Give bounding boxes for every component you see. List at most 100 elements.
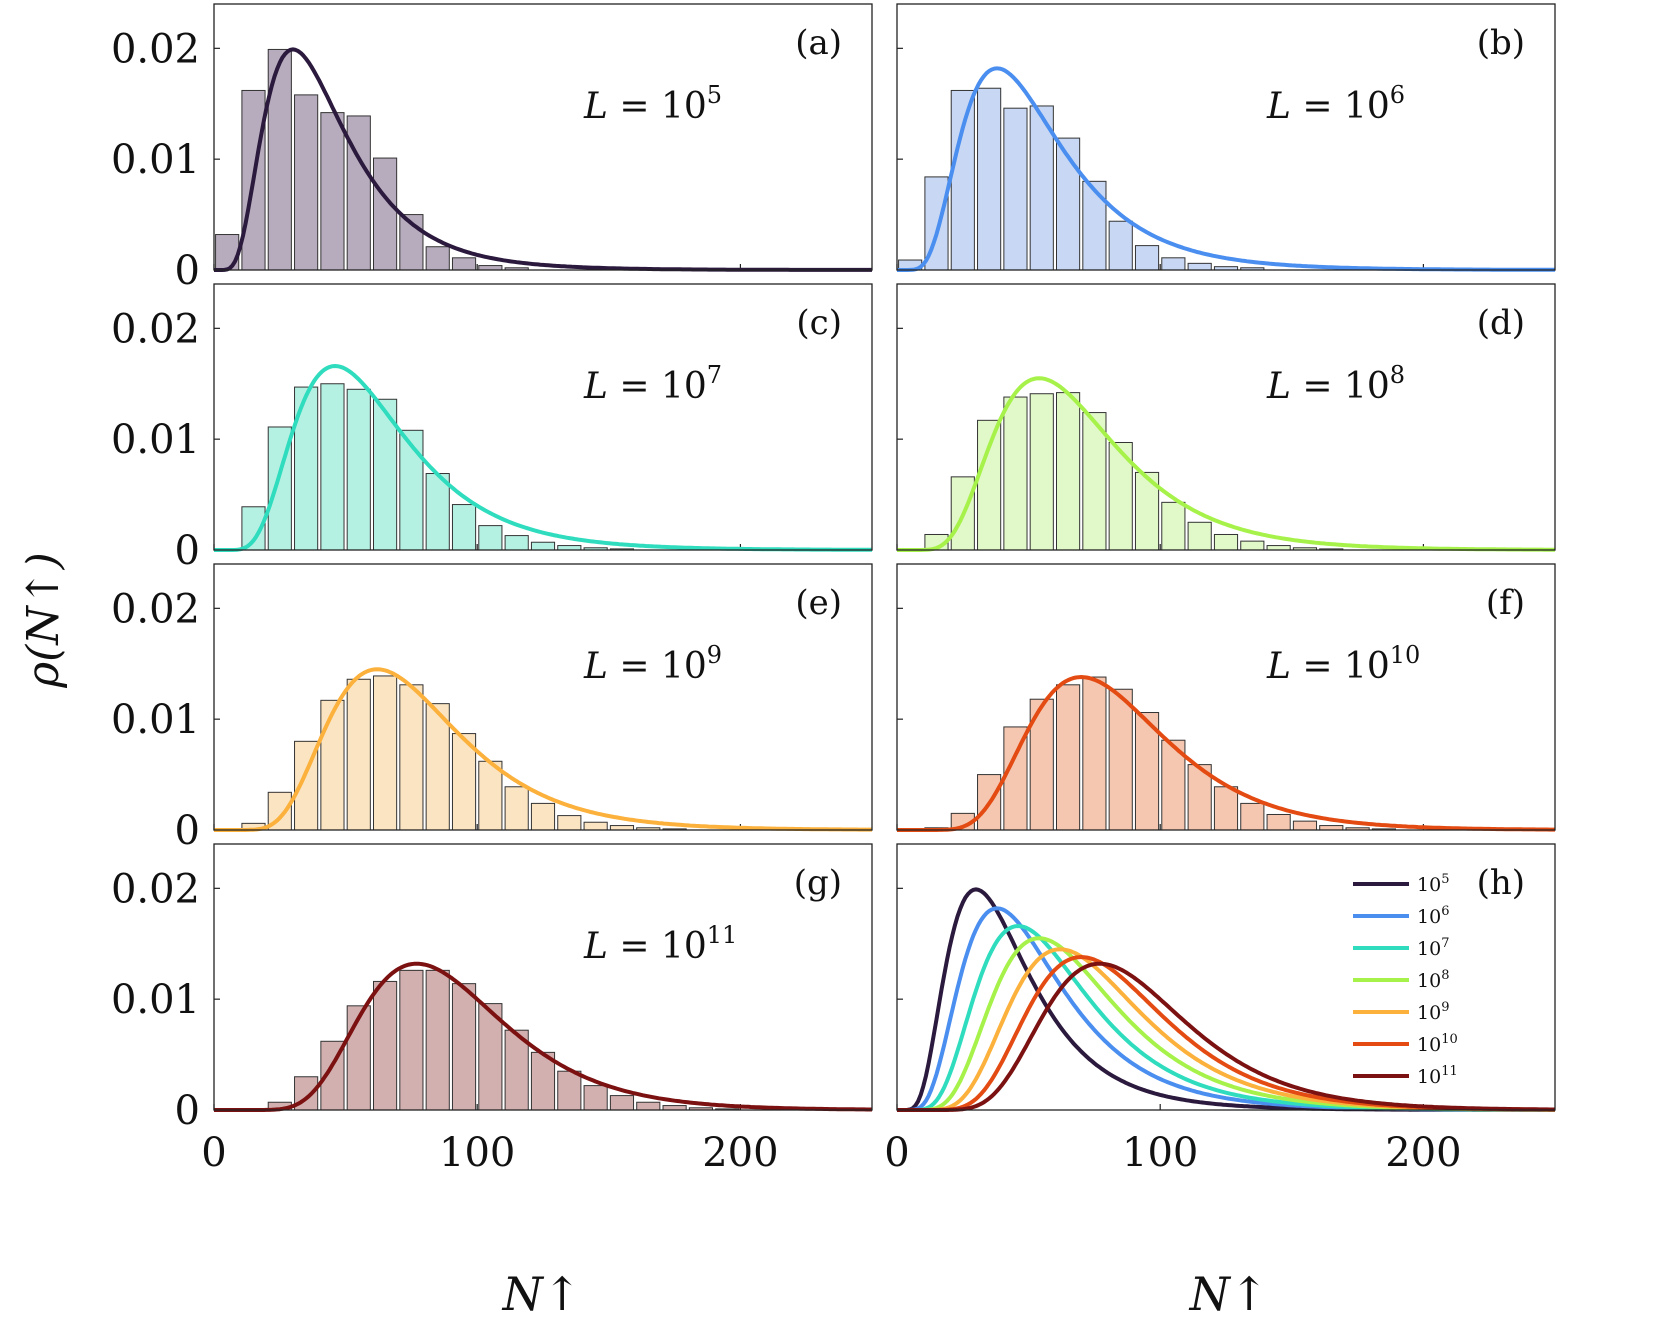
histogram-bar <box>1161 257 1186 271</box>
histogram-bar <box>451 257 477 271</box>
histogram-bar <box>346 115 371 271</box>
l-value-label: L = 108 <box>1266 361 1405 407</box>
panel-tag: (e) <box>795 583 842 623</box>
fit-curve <box>214 961 872 1112</box>
panels-group: 0 0.01 0.02 (a) L = 105 (b) L = 106 0 0.01 0.02 (c… <box>111 3 1556 1176</box>
histogram-bar <box>1003 396 1028 551</box>
y-tick-label: 0.02 <box>111 586 200 632</box>
panel-frame <box>896 843 1556 1111</box>
panel-frame <box>213 283 873 551</box>
histogram-bar <box>320 699 345 831</box>
x-axis-label-left: N↑ <box>502 1267 582 1321</box>
l-value-label: L = 107 <box>583 361 722 407</box>
fit-curve <box>897 376 1555 552</box>
fit-curve <box>897 675 1555 832</box>
histogram-bar <box>372 980 398 1111</box>
panel-tag: (h) <box>1477 863 1525 903</box>
panel-g: 0 0.01 0.02 0 100 200 (g) L = 1011 <box>111 843 873 1176</box>
panel-frame <box>896 3 1556 271</box>
histogram-bar <box>950 89 975 271</box>
histogram-bar <box>1108 688 1133 831</box>
histogram-bar <box>1055 684 1081 831</box>
x-tick-label: 0 <box>884 1130 909 1176</box>
panel-tag: (d) <box>1477 303 1525 343</box>
histogram-bar <box>1134 245 1160 271</box>
legend-label: 107 <box>1417 936 1449 960</box>
histogram-bar <box>1213 533 1239 551</box>
panel-f: (f) L = 1010 <box>896 563 1556 832</box>
histogram-bar <box>451 504 477 551</box>
panel-c: 0 0.01 0.02 (c) L = 107 <box>111 283 873 574</box>
histogram-bar <box>451 983 477 1111</box>
y-tick-label: 0.01 <box>111 697 200 743</box>
histogram-bar <box>425 246 450 271</box>
panel-tag: (b) <box>1477 23 1525 63</box>
y-tick-label: 0.02 <box>111 306 200 352</box>
histogram-bar <box>504 535 529 551</box>
panel-frame <box>896 283 1556 551</box>
histogram-bar <box>583 821 608 831</box>
x-axis-label-right: N↑ <box>1189 1267 1269 1321</box>
histogram-bar <box>557 815 582 831</box>
histogram-bar <box>1082 676 1107 831</box>
histogram-bar <box>294 94 319 271</box>
histogram-bar <box>1187 262 1212 271</box>
y-tick-label: 0 <box>175 808 200 854</box>
histogram-bar <box>425 969 450 1111</box>
panel-tag: (c) <box>796 303 842 343</box>
legend-label: 106 <box>1417 904 1449 928</box>
histogram-bar <box>425 473 450 551</box>
fit-curve <box>214 364 872 552</box>
histogram-bar <box>504 786 529 831</box>
histogram-bar <box>662 1105 687 1111</box>
histogram-bar <box>320 112 345 271</box>
histogram-bar <box>399 684 424 831</box>
overlay-curve <box>897 936 1555 1112</box>
panel-tag: (f) <box>1486 583 1525 623</box>
histogram-bar <box>478 525 503 551</box>
panel-tag: (g) <box>794 863 842 903</box>
panel-tag: (a) <box>795 23 842 63</box>
l-value-label: L = 105 <box>583 81 722 127</box>
histogram-bar <box>1240 540 1265 551</box>
histogram-bar <box>583 1085 608 1111</box>
x-tick-label: 100 <box>1122 1130 1198 1176</box>
histogram-bar <box>557 545 582 551</box>
histogram-bar <box>346 388 371 551</box>
histogram-bar <box>1029 393 1054 551</box>
l-value-label: L = 106 <box>1266 81 1405 127</box>
panel-frame <box>213 3 873 271</box>
l-value-label: L = 1010 <box>1266 641 1420 687</box>
histogram-bar <box>977 87 1002 271</box>
histogram-bar <box>557 1070 582 1111</box>
y-tick-label: 0 <box>175 528 200 574</box>
histogram-bar <box>1055 392 1081 551</box>
panel-frame <box>213 563 873 831</box>
panel-e: 0 0.01 0.02 (e) L = 109 <box>111 563 873 854</box>
histogram-bar <box>1240 802 1265 831</box>
legend-label: 109 <box>1417 1000 1449 1024</box>
x-tick-label: 200 <box>1385 1130 1461 1176</box>
histogram-bar <box>1108 220 1133 271</box>
panel-frame <box>213 843 873 1111</box>
histogram-bar <box>1292 820 1318 831</box>
y-tick-label: 0 <box>175 248 200 294</box>
overlay-curve <box>897 961 1555 1112</box>
l-value-label: L = 1011 <box>583 921 737 967</box>
y-tick-label: 0.01 <box>111 137 200 183</box>
x-tick-label: 200 <box>702 1130 778 1176</box>
histogram-bar <box>1266 813 1291 831</box>
histogram-bar <box>977 419 1002 551</box>
legend-label: 105 <box>1417 872 1449 896</box>
histogram-bar <box>478 760 503 831</box>
l-value-label: L = 109 <box>583 641 722 687</box>
histogram-bar <box>1003 107 1028 271</box>
fit-curve <box>214 667 872 832</box>
legend-label: 108 <box>1417 968 1449 992</box>
y-tick-label: 0.02 <box>111 866 200 912</box>
x-tick-label: 0 <box>201 1130 226 1176</box>
y-tick-label: 0 <box>175 1088 200 1134</box>
histogram-bar <box>1213 786 1239 831</box>
histogram-bar <box>346 678 371 831</box>
